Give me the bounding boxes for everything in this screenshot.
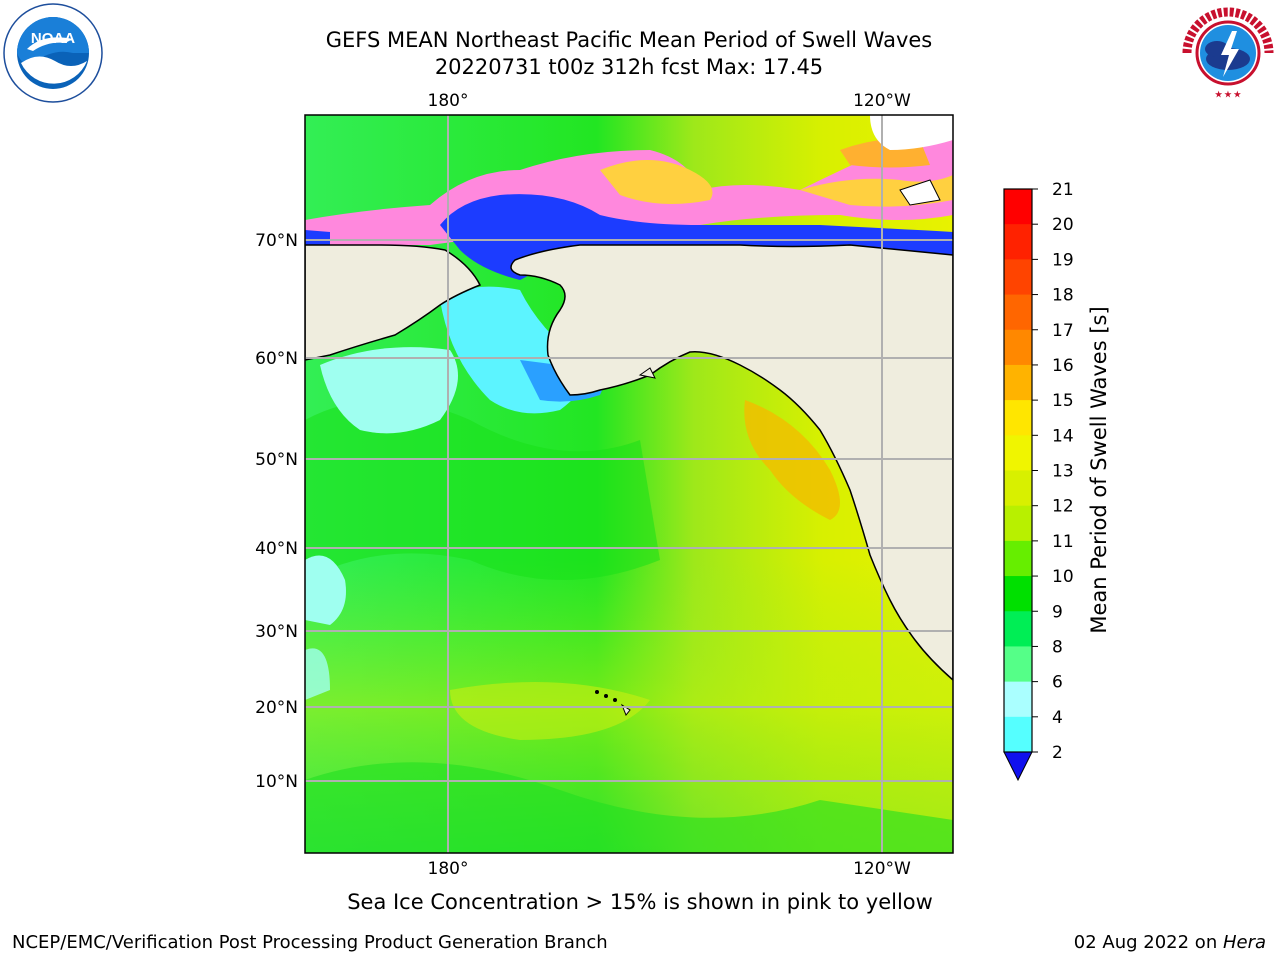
footer-credit: NCEP/EMC/Verification Post Processing Pr… xyxy=(12,932,608,953)
top-lon-label-120w: 120°W xyxy=(853,91,911,111)
colorbar-segment xyxy=(1004,435,1032,471)
colorbar-tick-label: 11 xyxy=(1052,532,1074,552)
colorbar-tick-label: 4 xyxy=(1052,708,1063,728)
colorbar-tick-label: 18 xyxy=(1052,286,1074,306)
lat-label-40n: 40°N xyxy=(255,539,298,559)
footer-date: 02 Aug 2022 on Hera xyxy=(1073,932,1266,953)
colorbar-tick-label: 19 xyxy=(1052,250,1074,270)
colorbar-tick-label: 13 xyxy=(1052,462,1074,482)
top-lon-label-180: 180° xyxy=(428,91,469,111)
bottom-lon-label-180: 180° xyxy=(428,859,469,879)
colorbar-segment xyxy=(1004,294,1032,331)
lat-label-30n: 30°N xyxy=(255,622,298,642)
map-frame xyxy=(304,114,954,854)
noaa-logo-icon: NOAA xyxy=(3,3,103,103)
svg-text:NOAA: NOAA xyxy=(31,30,75,47)
colorbar-label: Mean Period of Swell Waves [s] xyxy=(1087,306,1111,633)
land-siberia xyxy=(305,244,482,361)
lat-label-20n: 20°N xyxy=(255,698,298,718)
colorbar-segment xyxy=(1004,716,1032,753)
lat-label-70n: 70°N xyxy=(255,231,298,251)
lat-label-60n: 60°N xyxy=(255,349,298,369)
lat-label-10n: 10°N xyxy=(255,772,298,792)
map-title: GEFS MEAN Northeast Pacific Mean Period … xyxy=(325,28,933,52)
lat-label-50n: 50°N xyxy=(255,450,298,470)
colorbar-segment xyxy=(1004,540,1032,577)
bottom-lon-label-120w: 120°W xyxy=(853,859,911,879)
map-subtitle: 20220731 t00z 312h fcst Max: 17.45 xyxy=(434,55,824,79)
sea-ice-caption: Sea Ice Concentration > 15% is shown in … xyxy=(347,890,933,914)
colorbar-segment xyxy=(1004,681,1032,718)
colorbar-segment xyxy=(1004,400,1032,436)
colorbar-tick-label: 2 xyxy=(1052,743,1063,763)
colorbar-segment xyxy=(1004,576,1032,612)
colorbar-tick-label: 16 xyxy=(1052,356,1074,376)
map-grid xyxy=(305,115,953,853)
colorbar-segment xyxy=(1004,329,1032,366)
land-north-america xyxy=(510,244,953,681)
colorbar-tick-label: 6 xyxy=(1052,673,1063,693)
colorbar-tick-label: 17 xyxy=(1052,321,1074,341)
colorbar-tick-label: 8 xyxy=(1052,637,1063,657)
colorbar-tick-label: 9 xyxy=(1052,602,1063,622)
colorbar-segment xyxy=(1004,646,1032,683)
colorbar-segment xyxy=(1004,470,1032,507)
colorbar-tick-label: 20 xyxy=(1052,215,1074,235)
footer-host: Hera xyxy=(1222,932,1266,953)
colorbar-segment xyxy=(1004,611,1032,647)
colorbar-tick-label: 12 xyxy=(1052,497,1074,517)
colorbar-tick-label: 21 xyxy=(1052,180,1074,200)
colorbar-extend-triangle xyxy=(1003,751,1033,782)
colorbar-segment xyxy=(1004,505,1032,542)
svg-text:★ ★ ★: ★ ★ ★ xyxy=(1215,90,1242,99)
colorbar-tick-label: 14 xyxy=(1052,426,1074,446)
colorbar-segment xyxy=(1004,224,1032,260)
colorbar xyxy=(1004,189,1032,753)
colorbar-segment xyxy=(1004,189,1032,225)
colorbar-tick-label: 10 xyxy=(1052,567,1074,587)
colorbar-ticks: 21 20 19 18 17 16 15 14 13 12 11 10 9 8 6 4 2 xyxy=(1032,180,1074,763)
colorbar-segment xyxy=(1004,364,1032,401)
nws-logo-icon: ★ ★ ★ xyxy=(1180,5,1276,101)
colorbar-tick-label: 15 xyxy=(1052,391,1074,411)
colorbar-segment xyxy=(1004,259,1032,296)
